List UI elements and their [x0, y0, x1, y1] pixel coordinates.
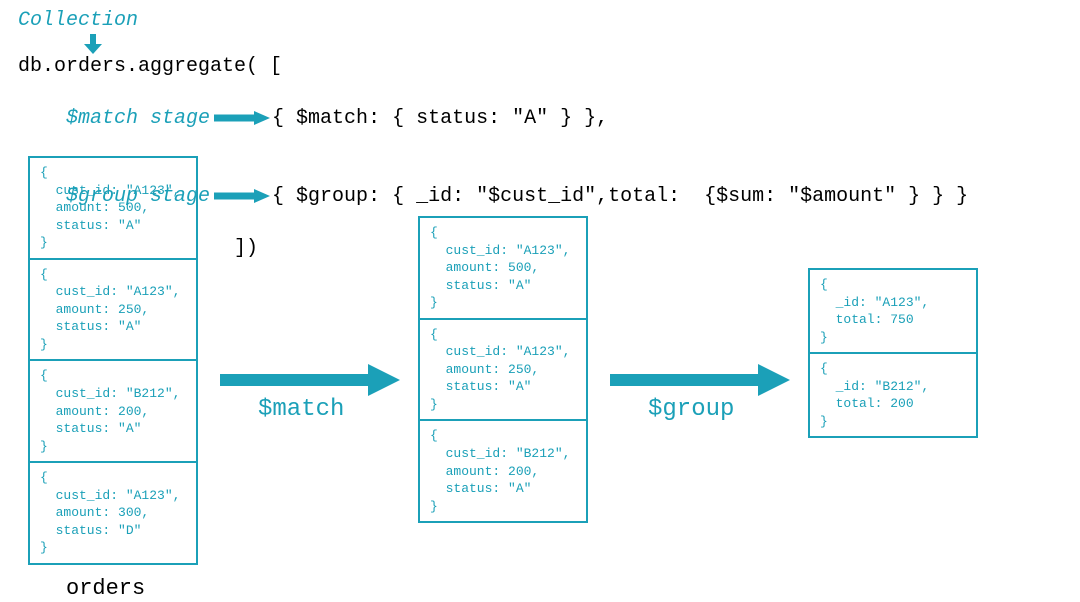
doc-cell: { cust_id: "B212", amount: 200, status: … [420, 421, 586, 521]
doc-cell: { cust_id: "A123", amount: 250, status: … [420, 320, 586, 422]
doc-cell: { cust_id: "B212", amount: 200, status: … [30, 361, 196, 463]
collection-label: Collection [18, 8, 968, 34]
match-stage-code: { $match: { status: "A" } }, [272, 107, 608, 130]
doc-cell: { cust_id: "A123", amount: 500, status: … [30, 158, 196, 260]
orders-title: orders [66, 576, 145, 601]
arrow-right-icon [214, 188, 270, 204]
orders-column: { cust_id: "A123", amount: 500, status: … [28, 156, 198, 565]
group-stage-code: { $group: { _id: "$cust_id",total: {$sum… [272, 185, 968, 208]
doc-cell: { cust_id: "A123", amount: 500, status: … [420, 218, 586, 320]
doc-cell: { _id: "B212", total: 200 } [810, 354, 976, 436]
matched-column: { cust_id: "A123", amount: 500, status: … [418, 216, 588, 523]
group-arrow-label: $group [648, 396, 734, 423]
grouped-column: { _id: "A123", total: 750 }{ _id: "B212"… [808, 268, 978, 438]
arrow-down-icon [80, 34, 106, 54]
doc-cell: { cust_id: "A123", amount: 300, status: … [30, 463, 196, 563]
doc-cell: { cust_id: "A123", amount: 250, status: … [30, 260, 196, 362]
arrow-right-icon [214, 110, 270, 126]
match-arrow-label: $match [258, 396, 344, 423]
match-stage-line: $match stage { $match: { status: "A" } }, [18, 80, 968, 158]
match-arrow-icon [220, 360, 400, 400]
code-line-open: db.orders.aggregate( [ [18, 54, 968, 80]
match-stage-label: $match stage [66, 107, 210, 130]
doc-cell: { _id: "A123", total: 750 } [810, 270, 976, 354]
group-arrow-icon [610, 360, 790, 400]
